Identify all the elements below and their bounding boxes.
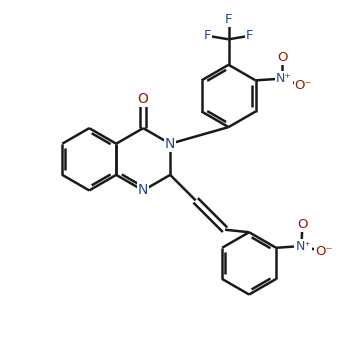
Text: O: O [138,92,149,106]
Text: N: N [165,137,175,151]
Text: O: O [277,51,287,64]
Text: F: F [225,13,232,26]
Text: O⁻: O⁻ [315,245,333,258]
Text: O⁻: O⁻ [295,79,312,92]
Text: O: O [297,218,308,231]
Text: N⁺: N⁺ [295,240,311,252]
Text: F: F [246,29,253,42]
Text: N⁺: N⁺ [276,72,292,85]
Text: N: N [138,183,148,198]
Text: F: F [204,29,211,42]
